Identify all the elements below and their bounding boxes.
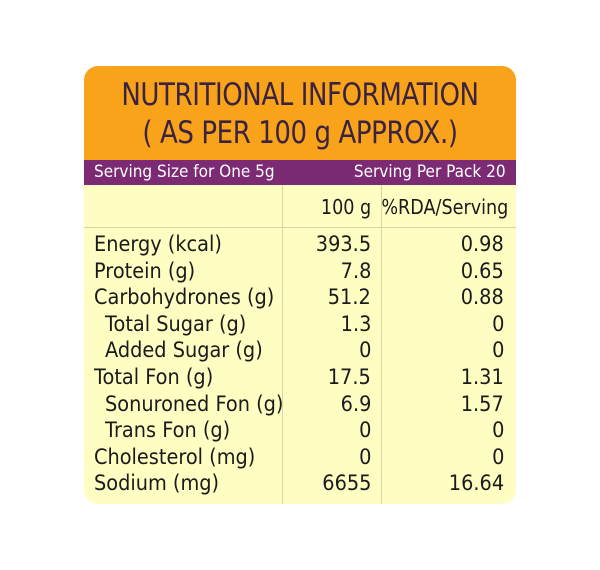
per-100g-value: 393.5 — [315, 232, 371, 256]
per-100g-value: 17.5 — [327, 364, 371, 389]
column-divider — [282, 185, 283, 504]
per-100g-value: 1.3 — [340, 311, 371, 336]
table-row: Protein (g) 7.8 0.65 — [84, 258, 516, 285]
rda-value: 0 — [491, 311, 504, 336]
rda-value: 16.64 — [448, 471, 504, 496]
nutrient-label: Added Sugar (g) — [105, 338, 263, 363]
table-row: Total Fon (g) 17.5 1.31 — [84, 364, 516, 391]
per-100g-value: 0 — [358, 418, 371, 443]
column-header-rda: %RDA/Serving — [380, 195, 508, 219]
nutrient-label: Total Sugar (g) — [105, 311, 247, 336]
nutrient-label: Cholesterol (mg) — [94, 444, 256, 469]
rda-value: 0 — [491, 338, 504, 363]
rda-value: 1.57 — [460, 391, 504, 416]
nutrient-label: Energy (kcal) — [94, 232, 222, 256]
per-100g-value: 51.2 — [327, 285, 371, 310]
table-row: Sodium (mg) 6655 16.64 — [84, 470, 516, 497]
table-row: Energy (kcal) 393.5 0.98 — [84, 231, 516, 258]
rda-value: 1.31 — [460, 364, 504, 389]
per-100g-value: 0 — [358, 338, 371, 363]
per-100g-value: 7.8 — [340, 258, 371, 283]
header-row-divider — [84, 227, 516, 228]
nutrition-rows: Energy (kcal) 393.5 0.98 Protein (g) 7.8 0.65… — [84, 231, 516, 497]
per-100g-value: 6655 — [321, 471, 371, 496]
rda-value: 0 — [491, 444, 504, 469]
rda-value: 0.65 — [460, 258, 504, 283]
nutrient-label: Carbohydrones (g) — [94, 285, 275, 310]
rda-value: 0.98 — [460, 232, 504, 256]
per-100g-value: 0 — [358, 444, 371, 469]
column-divider — [381, 185, 382, 504]
serving-size-label: Serving Size for One 5g — [94, 162, 275, 182]
nutrition-panel: NUTRITIONAL INFORMATION ( AS PER 100 g A… — [84, 66, 516, 504]
nutrient-label: Trans Fon (g) — [105, 418, 231, 443]
column-header-100g: 100 g — [320, 195, 371, 219]
table-row: Total Sugar (g) 1.3 0 — [84, 311, 516, 338]
table-row: Sonuroned Fon (g) 6.9 1.57 — [84, 391, 516, 418]
nutrient-label: Sodium (mg) — [94, 471, 220, 496]
table-row: Added Sugar (g) 0 0 — [84, 337, 516, 364]
nutrient-label: Sonuroned Fon (g) — [105, 391, 284, 416]
table-row: Cholesterol (mg) 0 0 — [84, 444, 516, 471]
table-row: Carbohydrones (g) 51.2 0.88 — [84, 284, 516, 311]
rda-value: 0 — [491, 418, 504, 443]
serving-per-pack-label: Serving Per Pack 20 — [354, 162, 506, 182]
nutrition-header: NUTRITIONAL INFORMATION ( AS PER 100 g A… — [84, 66, 516, 160]
nutrient-label: Total Fon (g) — [94, 364, 214, 389]
rda-value: 0.88 — [460, 285, 504, 310]
nutrient-label: Protein (g) — [94, 258, 196, 283]
nutrition-subtitle: ( AS PER 100 g APPROX.) — [142, 115, 458, 151]
serving-bar: Serving Size for One 5g Serving Per Pack… — [84, 160, 516, 185]
per-100g-value: 6.9 — [340, 391, 371, 416]
nutrition-title: NUTRITIONAL INFORMATION — [121, 77, 479, 113]
table-row: Trans Fon (g) 0 0 — [84, 417, 516, 444]
